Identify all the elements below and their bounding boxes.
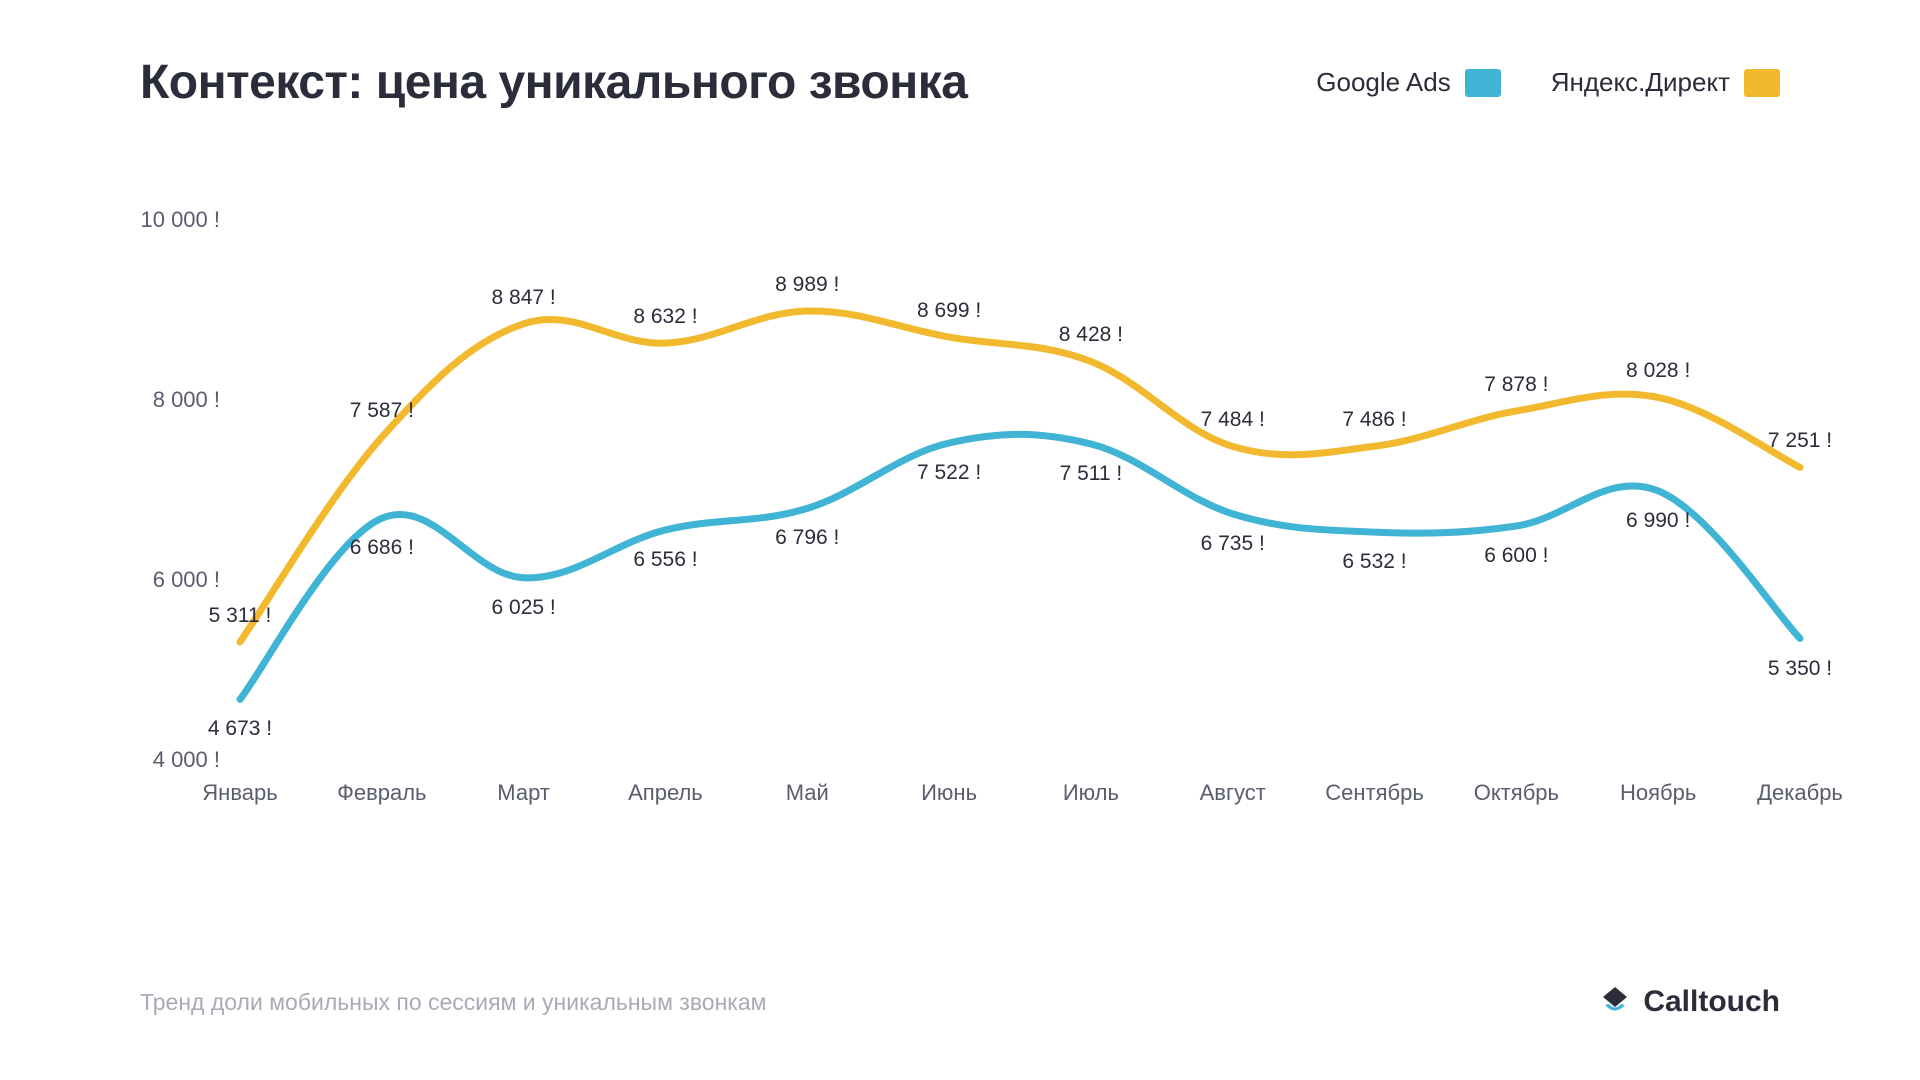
data-label: 7 486 !	[1342, 408, 1406, 432]
page-title: Контекст: цена уникального звонка	[140, 55, 967, 110]
data-label: 7 251 !	[1768, 429, 1832, 453]
data-label: 6 025 !	[492, 596, 556, 620]
data-label: 7 484 !	[1201, 408, 1265, 432]
x-axis-label: Апрель	[628, 780, 703, 806]
y-axis-label: 6 000 !	[120, 567, 220, 593]
data-label: 7 878 !	[1484, 373, 1548, 397]
x-axis-label: Декабрь	[1757, 780, 1843, 806]
data-label: 7 587 !	[350, 399, 414, 423]
data-label: 6 600 !	[1484, 544, 1548, 568]
data-label: 7 522 !	[917, 461, 981, 485]
header: Контекст: цена уникального звонка Google…	[140, 55, 1780, 110]
chart-area: 4 000 ! 6 000 ! 8 000 ! 10 000 ! Январь Февра…	[120, 200, 1820, 840]
brand-label: Calltouch	[1643, 985, 1780, 1019]
data-label: 6 532 !	[1342, 550, 1406, 574]
footer: Тренд доли мобильных по сессиям и уникал…	[140, 984, 1780, 1020]
data-label: 6 796 !	[775, 526, 839, 550]
data-label: 5 350 !	[1768, 657, 1832, 681]
x-axis-label: Январь	[202, 780, 277, 806]
data-label: 7 511 !	[1060, 462, 1123, 486]
data-label: 6 686 !	[350, 536, 414, 560]
data-label: 8 028 !	[1626, 359, 1690, 383]
data-label: 8 632 !	[633, 305, 697, 329]
x-axis-label: Сентябрь	[1325, 780, 1424, 806]
x-axis-label: Март	[497, 780, 550, 806]
legend-label-google: Google Ads	[1316, 67, 1450, 98]
y-axis-label: 10 000 !	[120, 207, 220, 233]
legend-swatch-yandex	[1744, 69, 1780, 97]
data-label: 4 673 !	[208, 717, 272, 741]
x-axis-label: Август	[1200, 780, 1266, 806]
series-line	[240, 434, 1800, 699]
legend-swatch-google	[1465, 69, 1501, 97]
brand: Calltouch	[1597, 984, 1780, 1020]
x-axis-label: Октябрь	[1474, 780, 1559, 806]
data-label: 8 428 !	[1059, 323, 1123, 347]
legend: Google Ads Яндекс.Директ	[1316, 67, 1780, 98]
legend-label-yandex: Яндекс.Директ	[1551, 67, 1730, 98]
footer-caption: Тренд доли мобильных по сессиям и уникал…	[140, 989, 766, 1016]
y-axis-label: 4 000 !	[120, 747, 220, 773]
x-axis-label: Июль	[1063, 780, 1119, 806]
chart-svg	[120, 200, 1820, 840]
series-line	[240, 311, 1800, 642]
data-label: 6 990 !	[1626, 509, 1690, 533]
x-axis-label: Июнь	[921, 780, 977, 806]
y-axis-label: 8 000 !	[120, 387, 220, 413]
data-label: 6 735 !	[1201, 532, 1265, 556]
legend-item-google: Google Ads	[1316, 67, 1500, 98]
data-label: 8 699 !	[917, 299, 981, 323]
data-label: 5 311 !	[209, 604, 272, 628]
x-axis-label: Май	[786, 780, 829, 806]
data-label: 8 847 !	[492, 286, 556, 310]
data-label: 6 556 !	[633, 548, 697, 572]
x-axis-label: Ноябрь	[1620, 780, 1696, 806]
data-label: 8 989 !	[775, 273, 839, 297]
x-axis-label: Февраль	[337, 780, 426, 806]
brand-icon	[1597, 984, 1633, 1020]
legend-item-yandex: Яндекс.Директ	[1551, 67, 1780, 98]
